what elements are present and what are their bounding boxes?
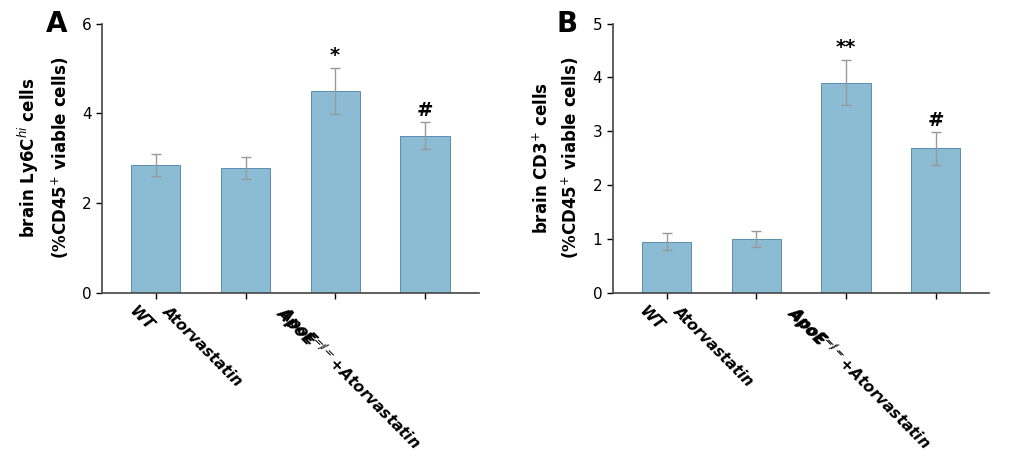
Bar xyxy=(910,148,959,293)
Bar xyxy=(641,242,691,293)
Text: A: A xyxy=(46,10,67,38)
Text: **: ** xyxy=(835,39,855,58)
Y-axis label: brain Ly6C$^{hi}$ cells
(%CD45$^{+}$ viable cells): brain Ly6C$^{hi}$ cells (%CD45$^{+}$ via… xyxy=(15,57,70,260)
Bar xyxy=(820,83,869,293)
Bar xyxy=(221,168,270,293)
Bar xyxy=(731,239,781,293)
Bar xyxy=(310,91,360,293)
Y-axis label: brain CD3$^{+}$ cells
(%CD45$^{+}$ viable cells): brain CD3$^{+}$ cells (%CD45$^{+}$ viabl… xyxy=(532,57,581,260)
Text: *: * xyxy=(330,46,340,65)
Text: #: # xyxy=(926,110,943,130)
Bar xyxy=(131,165,180,293)
Text: #: # xyxy=(416,101,433,120)
Bar xyxy=(399,136,449,293)
Text: B: B xyxy=(555,10,577,38)
